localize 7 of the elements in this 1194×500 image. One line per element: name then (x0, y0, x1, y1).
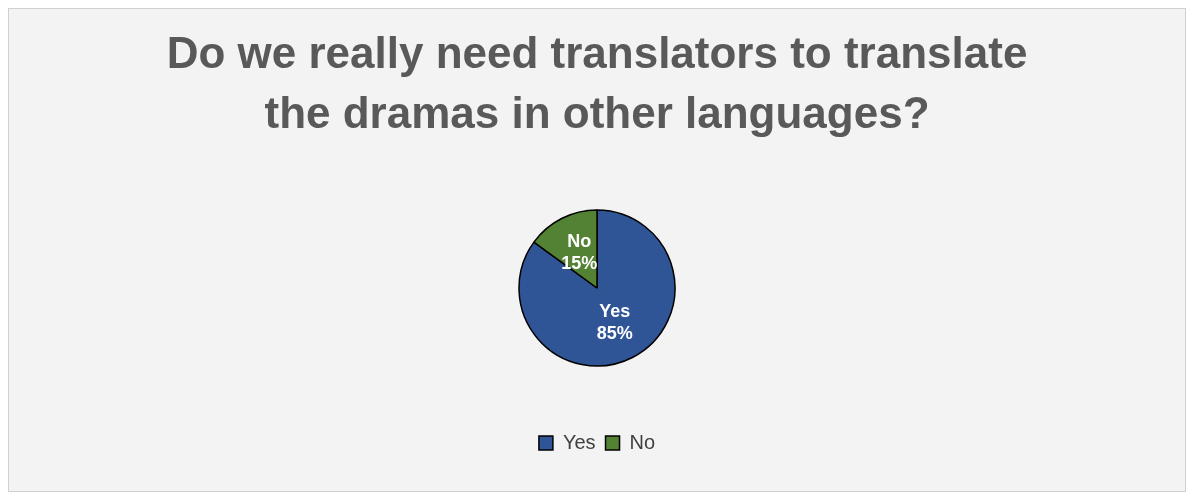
data-label: 15% (561, 253, 598, 274)
slice-label: Yes (599, 300, 631, 321)
legend-label: Yes (562, 430, 596, 453)
slice-label: No (567, 231, 592, 252)
data-label: 85% (596, 322, 633, 343)
legend-label: No (629, 430, 656, 453)
chart-title: Do we really need translators to translate the dramas in other languages? (165, 27, 1029, 139)
